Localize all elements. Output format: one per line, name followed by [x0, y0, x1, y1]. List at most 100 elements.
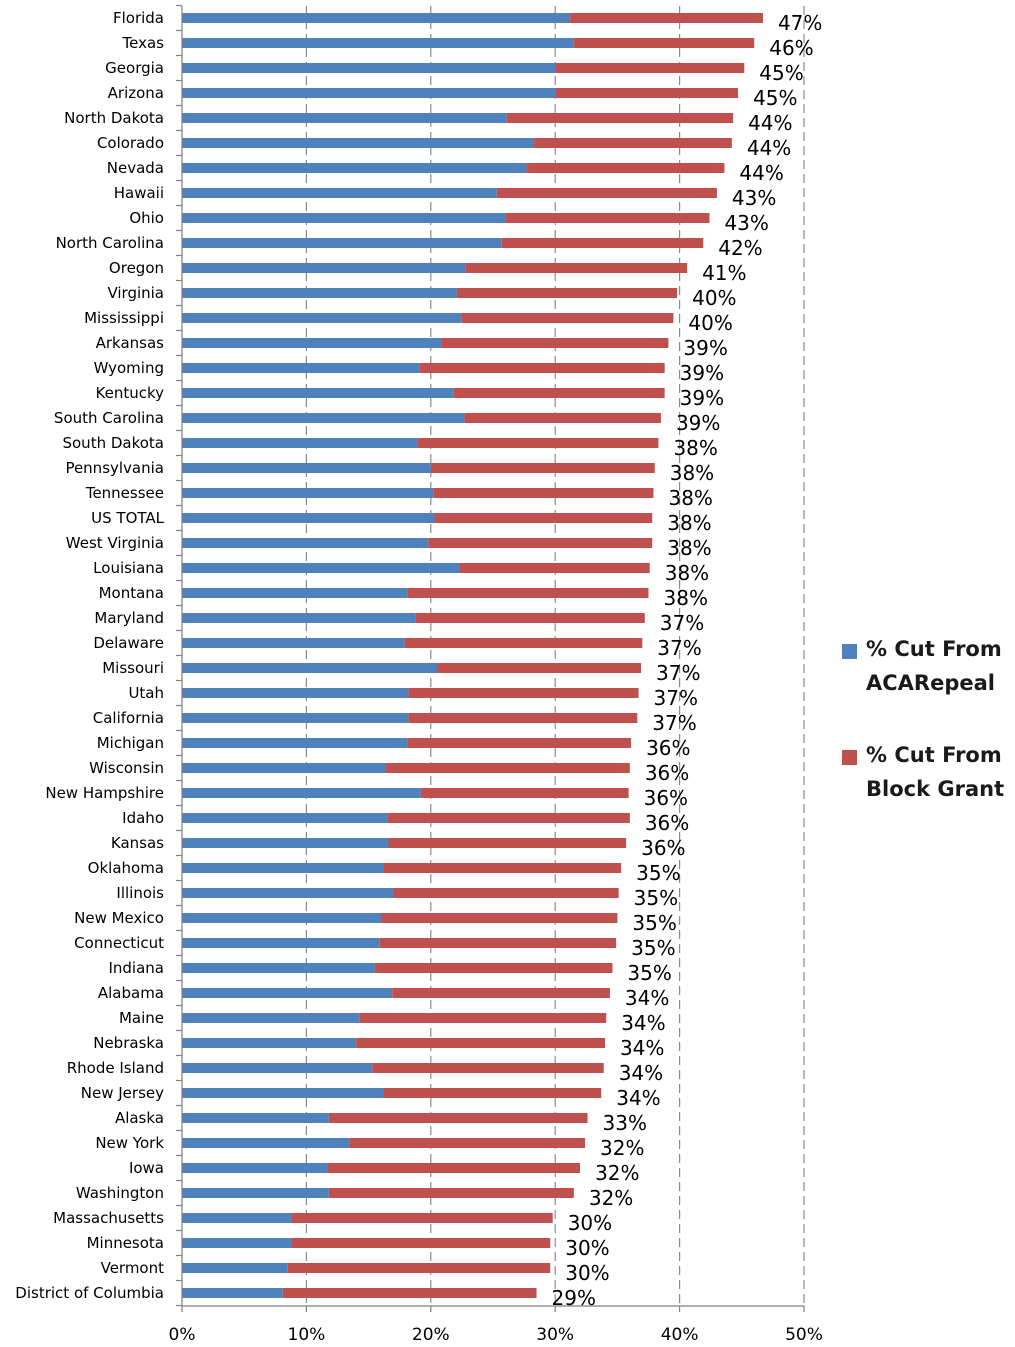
legend-swatch-block-grant [842, 750, 857, 765]
category-label-rhode-island: Rhode Island [67, 1059, 164, 1077]
category-label-mississippi: Mississippi [84, 309, 164, 327]
bar-new-hampshire-series-0 [182, 788, 421, 798]
bar-mississippi-series-0 [182, 313, 462, 323]
category-label-indiana: Indiana [108, 959, 164, 977]
bar-louisiana-series-0 [182, 563, 460, 573]
bar-maine-series-1 [359, 1013, 607, 1023]
data-label-vermont: 30% [565, 1261, 609, 1285]
category-label-arkansas: Arkansas [96, 334, 165, 352]
bar-alabama-series-1 [392, 988, 610, 998]
gridlines [305, 6, 805, 1306]
bar-alaska-series-0 [182, 1113, 329, 1123]
bar-kentucky-series-0 [182, 388, 454, 398]
x-axis-ticks: 0% 10% 20% 30% 40% 50% [169, 1325, 823, 1345]
bar-new-jersey-series-1 [383, 1088, 602, 1098]
bar-texas-series-1 [573, 38, 755, 48]
data-label-nebraska: 34% [620, 1036, 664, 1060]
category-label-alaska: Alaska [115, 1109, 164, 1127]
data-label-pennsylvania: 38% [670, 461, 714, 485]
data-label-mississippi: 40% [688, 311, 732, 335]
bar-washington-series-1 [328, 1188, 574, 1198]
bar-georgia-series-1 [555, 63, 745, 73]
bar-vermont-series-0 [182, 1263, 288, 1273]
bar-new-york-series-0 [182, 1138, 350, 1148]
category-label-massachusetts: Massachusetts [53, 1209, 164, 1227]
category-label-arizona: Arizona [108, 84, 164, 102]
category-label-california: California [93, 709, 164, 727]
bar-wisconsin-series-1 [386, 763, 630, 773]
bar-arizona-series-0 [182, 88, 556, 98]
bar-missouri-series-1 [437, 663, 642, 673]
bars [182, 13, 763, 1298]
data-label-wyoming: 39% [680, 361, 724, 385]
bar-north-dakota-series-0 [182, 113, 507, 123]
bar-south-dakota-series-0 [182, 438, 418, 448]
legend-label-block-grant: % Cut From Block Grant [866, 743, 1005, 801]
data-label-washington: 32% [589, 1186, 633, 1210]
bar-tennessee-series-0 [182, 488, 434, 498]
data-label-wisconsin: 36% [645, 761, 689, 785]
category-label-new-hampshire: New Hampshire [45, 784, 164, 802]
x-tick-label-0pct: 0% [169, 1325, 196, 1345]
data-label-maine: 34% [621, 1011, 665, 1035]
data-label-rhode-island: 34% [619, 1061, 663, 1085]
data-label-alabama: 34% [625, 986, 669, 1010]
bar-south-carolina-series-1 [464, 413, 661, 423]
category-label-nevada: Nevada [107, 159, 164, 177]
data-label-utah: 37% [654, 686, 698, 710]
x-tick-label-20pct: 20% [412, 1325, 450, 1345]
bar-iowa-series-0 [182, 1163, 328, 1173]
data-label-iowa: 32% [595, 1161, 639, 1185]
bar-kansas-series-1 [388, 838, 627, 848]
category-label-illinois: Illinois [116, 884, 164, 902]
data-label-south-carolina: 39% [676, 411, 720, 435]
data-label-new-mexico: 35% [632, 911, 676, 935]
data-label-illinois: 35% [634, 886, 678, 910]
data-label-new-hampshire: 36% [644, 786, 688, 810]
category-label-alabama: Alabama [98, 984, 164, 1002]
data-label-new-jersey: 34% [616, 1086, 660, 1110]
data-label-kentucky: 39% [680, 386, 724, 410]
bar-illinois-series-0 [182, 888, 394, 898]
bar-wyoming-series-0 [182, 363, 420, 373]
bar-massachusetts-series-0 [182, 1213, 292, 1223]
bar-minnesota-series-1 [291, 1238, 551, 1248]
data-label-west-virginia: 38% [667, 536, 711, 560]
category-label-vermont: Vermont [101, 1259, 165, 1277]
bar-virginia-series-1 [456, 288, 678, 298]
data-label-new-york: 32% [600, 1136, 644, 1160]
bar-us-total-series-0 [182, 513, 435, 523]
category-label-maine: Maine [119, 1009, 164, 1027]
bar-pennsylvania-series-0 [182, 463, 431, 473]
data-label-oregon: 41% [702, 261, 746, 285]
category-label-wyoming: Wyoming [94, 359, 164, 377]
data-label-north-dakota: 44% [748, 111, 792, 135]
bar-wisconsin-series-0 [182, 763, 387, 773]
category-label-washington: Washington [76, 1184, 164, 1202]
bar-nebraska-series-0 [182, 1038, 357, 1048]
bar-michigan-series-0 [182, 738, 408, 748]
bar-mississippi-series-1 [461, 313, 674, 323]
data-label-south-dakota: 38% [673, 436, 717, 460]
category-label-west-virginia: West Virginia [66, 534, 164, 552]
category-label-iowa: Iowa [129, 1159, 164, 1177]
bar-kansas-series-0 [182, 838, 389, 848]
category-label-north-carolina: North Carolina [56, 234, 164, 252]
bar-vermont-series-1 [287, 1263, 551, 1273]
bar-south-dakota-series-1 [417, 438, 659, 448]
bar-alaska-series-1 [328, 1113, 588, 1123]
category-label-virginia: Virginia [107, 284, 164, 302]
x-tick-label-10pct: 10% [288, 1325, 326, 1345]
data-label-michigan: 36% [646, 736, 690, 760]
bar-west-virginia-series-0 [182, 538, 429, 548]
bar-new-hampshire-series-1 [420, 788, 629, 798]
data-label-us-total: 38% [667, 511, 711, 535]
bar-arizona-series-1 [555, 88, 739, 98]
category-label-south-carolina: South Carolina [54, 409, 164, 427]
data-label-massachusetts: 30% [568, 1211, 612, 1235]
bar-texas-series-0 [182, 38, 574, 48]
bar-connecticut-series-0 [182, 938, 380, 948]
bar-new-jersey-series-0 [182, 1088, 384, 1098]
data-labels: 47%46%45%45%44%44%44%43%43%42%41%40%40%3… [552, 11, 823, 1310]
bar-oregon-series-1 [465, 263, 688, 273]
